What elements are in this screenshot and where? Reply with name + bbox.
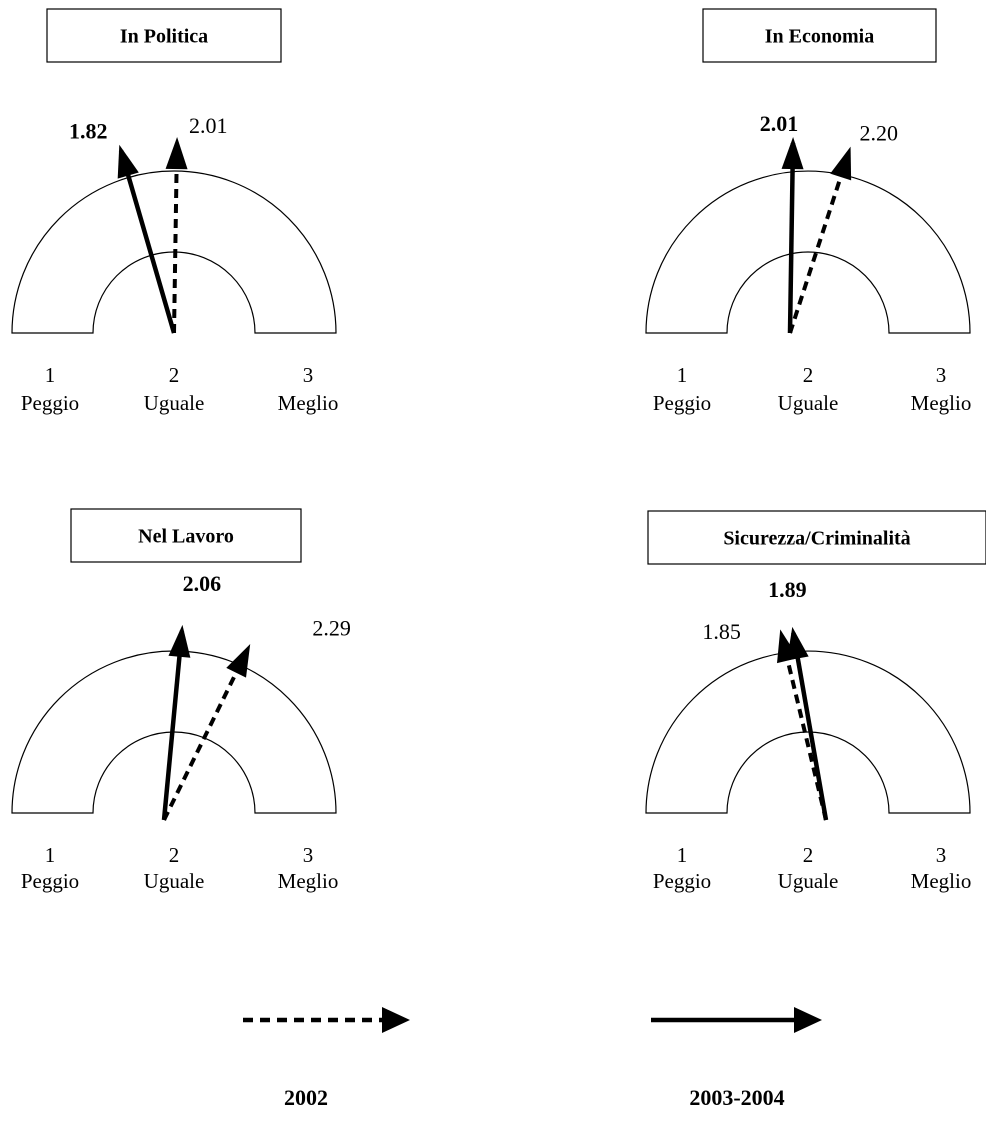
chart-title: Sicurezza/Criminalità	[723, 528, 910, 550]
tick-label: Uguale	[778, 869, 839, 893]
tick-label: Peggio	[653, 391, 711, 415]
gauge-arc	[645, 650, 971, 814]
legend-item: 2002	[243, 1007, 410, 1110]
tick-value: 2	[169, 363, 180, 387]
tick-value: 1	[677, 843, 688, 867]
value-label-2003-2004: 2.06	[183, 571, 222, 596]
tick-label: Uguale	[144, 869, 205, 893]
tick-value: 3	[936, 363, 947, 387]
title-box	[647, 510, 986, 565]
tick-value: 2	[169, 843, 180, 867]
tick-value: 3	[303, 843, 314, 867]
tick-value: 3	[936, 843, 947, 867]
chart-title: Nel Lavoro	[138, 526, 234, 548]
arrow-head	[168, 624, 191, 658]
arrow-head	[226, 643, 251, 678]
value-label-2002: 1.85	[702, 619, 741, 644]
legend-item: 2003-2004	[651, 1007, 822, 1110]
tick-value: 1	[45, 843, 56, 867]
tick-label: Peggio	[21, 869, 79, 893]
tick-label: Meglio	[278, 391, 339, 415]
tick-value: 3	[303, 363, 314, 387]
arrow-head	[382, 1007, 410, 1033]
tick-label: Uguale	[778, 391, 839, 415]
needle-2003-2004	[161, 630, 185, 821]
needle-2003-2004	[791, 632, 829, 821]
gauge-arc	[645, 170, 971, 334]
title-box	[46, 8, 282, 63]
tick-value: 2	[803, 363, 814, 387]
tick-label: Meglio	[278, 869, 339, 893]
tick-label: Meglio	[911, 391, 972, 415]
gauge-panel: In Economia 1 Peggio 2 Uguale 3 Meglio 2.20 2.01	[645, 8, 972, 415]
tick-label: Meglio	[911, 869, 972, 893]
value-label-2002: 2.29	[312, 615, 351, 640]
arrow-head	[786, 626, 809, 661]
tick-value: 1	[677, 363, 688, 387]
tick-label: Peggio	[21, 391, 79, 415]
arrow-head	[117, 144, 139, 179]
needle-2002	[162, 648, 250, 821]
needle-2002	[788, 151, 851, 334]
tick-label: Peggio	[653, 869, 711, 893]
value-label-2003-2004: 1.82	[69, 119, 108, 144]
needle-2003-2004	[787, 142, 796, 334]
value-label-2003-2004: 2.01	[760, 111, 799, 136]
title-box	[70, 508, 302, 563]
chart-title: In Politica	[120, 26, 208, 48]
tick-label: Uguale	[144, 391, 205, 415]
needle-2003-2004	[118, 149, 177, 334]
tick-value: 1	[45, 363, 56, 387]
legend-label: 2003-2004	[689, 1085, 784, 1110]
arrow-head	[165, 137, 188, 170]
arrow-head	[781, 137, 804, 170]
title-box	[702, 8, 937, 63]
gauge-panel: In Politica 1 Peggio 2 Uguale 3 Meglio 2.01 1.82	[11, 8, 339, 415]
legend-label: 2002	[284, 1085, 328, 1110]
value-label-2002: 2.20	[859, 120, 898, 145]
arrow-head	[794, 1007, 822, 1033]
tick-value: 2	[803, 843, 814, 867]
value-label-2002: 2.01	[189, 113, 228, 138]
value-label-2003-2004: 1.89	[768, 577, 807, 602]
needle-2002	[172, 142, 179, 334]
arrow-head	[830, 146, 852, 181]
chart-title: In Economia	[765, 26, 874, 48]
